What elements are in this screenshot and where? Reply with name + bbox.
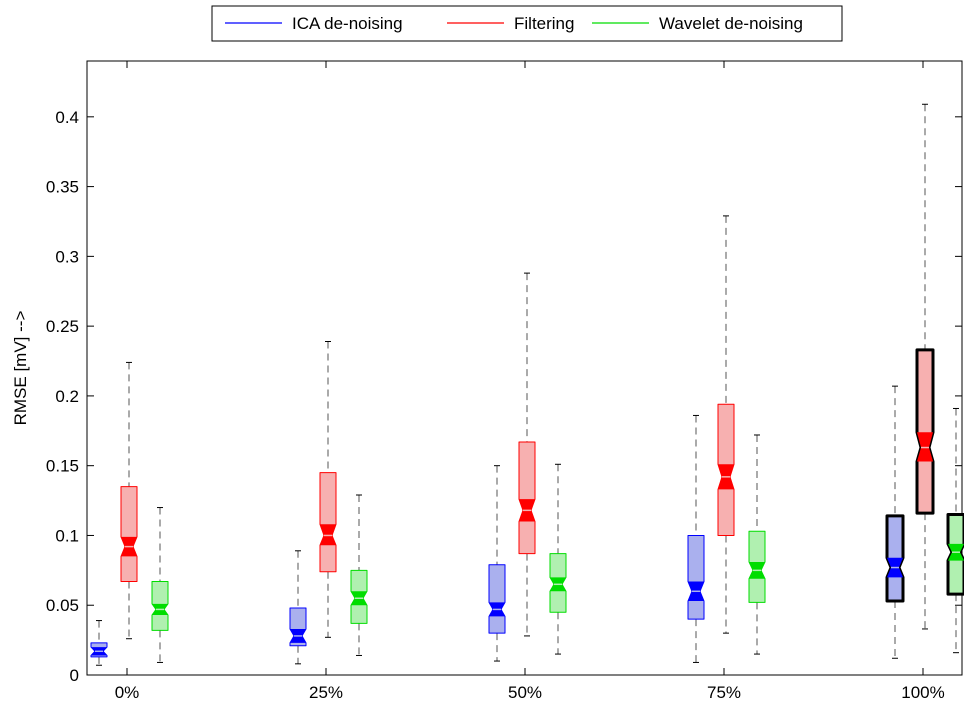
- box-1-3: [717, 215, 735, 634]
- notch-lower: [290, 635, 306, 643]
- box-1-2: [518, 272, 536, 637]
- legend-label: ICA de-noising: [292, 14, 403, 33]
- x-tick-label: 75%: [707, 683, 741, 702]
- notch-upper: [550, 577, 566, 585]
- box-body: [915, 348, 935, 515]
- notch-lower: [718, 476, 734, 490]
- notch-lower: [489, 609, 505, 617]
- y-tick-label: 0.3: [55, 247, 79, 266]
- box-0-3: [687, 414, 705, 663]
- legend-label: Wavelet de-noising: [659, 14, 803, 33]
- y-tick-label: 0.2: [55, 387, 79, 406]
- box-body: [687, 534, 705, 620]
- x-tick-label: 25%: [309, 683, 343, 702]
- box-2-1: [350, 494, 368, 656]
- notch-upper: [152, 603, 168, 610]
- y-tick-label: 0.4: [55, 108, 79, 127]
- notch-lower: [749, 570, 765, 579]
- legend-label: Filtering: [514, 14, 574, 33]
- box-2-2: [549, 463, 567, 655]
- notch-lower: [917, 447, 933, 462]
- notch-lower: [320, 535, 336, 546]
- notch-upper: [887, 557, 903, 568]
- y-tick-label: 0: [70, 666, 79, 685]
- plot-area: [86, 60, 963, 676]
- notch-upper: [718, 464, 734, 477]
- y-tick-label: 0.35: [46, 178, 79, 197]
- notch-upper: [121, 536, 137, 547]
- notch-upper: [351, 591, 367, 599]
- y-tick-label: 0.15: [46, 457, 79, 476]
- x-tick-label: 0%: [115, 683, 140, 702]
- box-2-0: [151, 507, 169, 663]
- y-tick-label: 0.25: [46, 317, 79, 336]
- notch-lower: [152, 609, 168, 615]
- box-1-4: [915, 103, 935, 630]
- legend: ICA de-noising Filtering Wavelet de-noisin…: [211, 5, 843, 42]
- notch-lower: [948, 552, 964, 561]
- box-0-1: [289, 550, 307, 665]
- legend-box: [211, 5, 843, 42]
- y-tick-label: 0.1: [55, 526, 79, 545]
- notch-lower: [550, 584, 566, 592]
- box-0-2: [488, 465, 506, 662]
- box-0-0: [90, 620, 108, 666]
- notch-upper: [290, 628, 306, 636]
- box-2-3: [748, 434, 766, 655]
- box-series-group: [90, 103, 964, 666]
- y-tick-label: 0.05: [46, 596, 79, 615]
- notch-upper: [489, 602, 505, 610]
- x-tick-label: 50%: [508, 683, 542, 702]
- box-body: [518, 441, 536, 555]
- box-2-4: [946, 407, 964, 654]
- box-1-0: [120, 361, 138, 640]
- notch-upper: [320, 524, 336, 536]
- box-body: [120, 486, 138, 583]
- notch-lower: [688, 591, 704, 602]
- notch-lower: [887, 567, 903, 578]
- notch-upper: [917, 432, 933, 448]
- notch-upper: [91, 647, 107, 652]
- x-tick-label: 100%: [901, 683, 944, 702]
- box-0-4: [885, 385, 905, 659]
- x-axis: 0% 25% 50% 75% 100%: [115, 61, 945, 702]
- notch-upper: [688, 581, 704, 592]
- notch-lower: [351, 598, 367, 606]
- notch-upper: [948, 543, 964, 553]
- y-axis: 0 0.05 0.1 0.15 0.2 0.25 0.3 0.35 0.4: [46, 108, 962, 685]
- box-1-1: [319, 340, 337, 638]
- notch-lower: [519, 510, 535, 522]
- notch-upper: [519, 499, 535, 511]
- notch-lower: [91, 651, 107, 656]
- notch-upper: [749, 561, 765, 571]
- notch-lower: [121, 546, 137, 557]
- box-body: [319, 472, 337, 573]
- y-axis-label: RMSE [mV] -->: [11, 311, 30, 426]
- box-body: [488, 564, 506, 634]
